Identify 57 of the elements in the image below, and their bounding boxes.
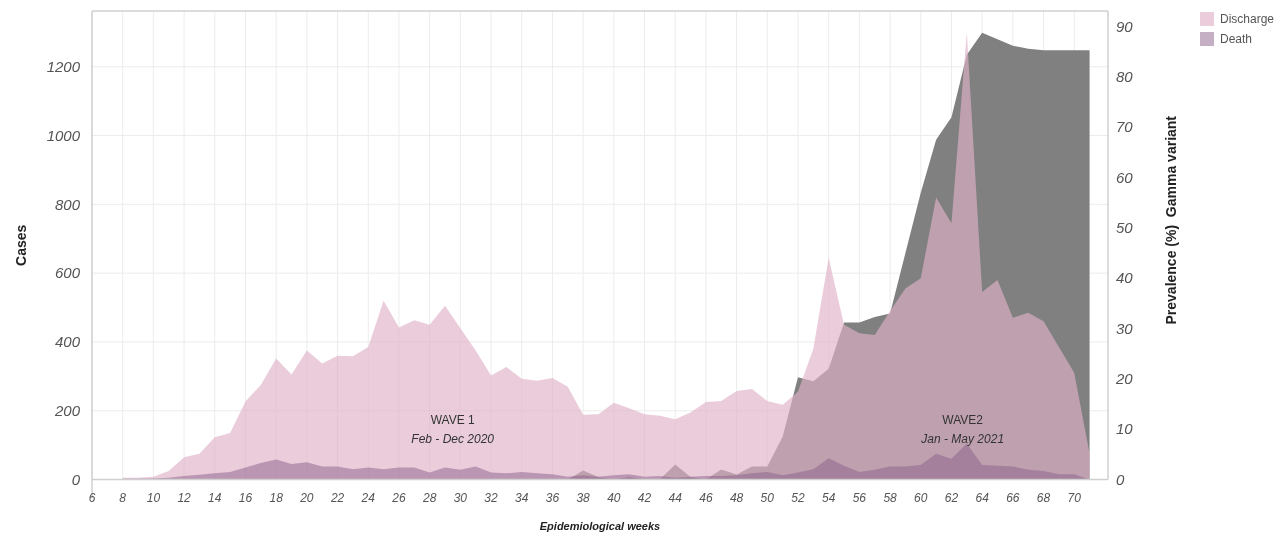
y2-tick-label: 0 — [1116, 470, 1125, 488]
y2-tick-label: 60 — [1116, 168, 1134, 186]
y-tick-label: 400 — [54, 333, 81, 351]
x-tick-label: 20 — [299, 490, 314, 505]
annotation: WAVE 1 Feb - Dec 2020 — [411, 412, 495, 446]
x-tick-label: 56 — [852, 490, 867, 505]
y2-tick-label: 90 — [1116, 17, 1134, 35]
y-tick-label: 1200 — [46, 57, 81, 75]
y2-axis-title: Prevalence (%) Gamma variant — [1163, 115, 1179, 325]
x-tick-label: 38 — [576, 490, 591, 505]
x-tick-label: 34 — [515, 490, 529, 505]
x-tick-label: 58 — [883, 490, 898, 505]
y-tick-label: 600 — [54, 264, 81, 282]
x-tick-label: 12 — [177, 490, 192, 505]
y-axis-title: Cases — [13, 224, 29, 266]
x-tick-label: 36 — [545, 490, 560, 505]
legend-label: Death — [1220, 32, 1253, 47]
x-tick-label: 66 — [1006, 490, 1020, 505]
legend-label: Discharge — [1220, 12, 1275, 27]
y2-tick-label: 80 — [1116, 68, 1134, 86]
x-tick-label: 8 — [119, 490, 127, 505]
y2-tick-label: 40 — [1116, 269, 1134, 287]
x-tick-label: 62 — [944, 490, 959, 505]
x-tick-label: 6 — [88, 490, 96, 505]
y-tick-label: 0 — [71, 470, 81, 488]
y2-tick-label: 20 — [1115, 370, 1134, 388]
y-tick-label: 800 — [54, 195, 81, 213]
x-tick-label: 16 — [238, 490, 253, 505]
x-tick-label: 54 — [822, 490, 836, 505]
x-tick-label: 60 — [914, 490, 928, 505]
annotation: WAVE2 Jan - May 2021 — [920, 412, 1005, 446]
x-axis-title: Epidemiological weeks — [539, 520, 661, 532]
y2-tick-label: 50 — [1116, 219, 1134, 237]
x-tick-label: 42 — [637, 490, 652, 505]
x-tick-label: 26 — [391, 490, 406, 505]
y-tick-label: 1000 — [46, 126, 81, 144]
x-tick-label: 40 — [607, 490, 621, 505]
x-tick-label: 28 — [421, 490, 437, 505]
x-tick-label: 64 — [975, 490, 990, 505]
x-tick-label: 14 — [208, 490, 222, 505]
x-tick-label: 24 — [360, 490, 376, 505]
x-tick-label: 30 — [453, 490, 468, 505]
y2-tick-label: 10 — [1116, 420, 1134, 438]
x-tick-label: 46 — [699, 490, 713, 505]
x-tick-label: 22 — [329, 490, 345, 505]
y2-tick-label: 30 — [1116, 319, 1134, 337]
x-tick-label: 32 — [484, 490, 499, 505]
x-tick-label: 18 — [269, 490, 284, 505]
x-tick-label: 68 — [1036, 490, 1051, 505]
x-tick-label: 44 — [668, 490, 683, 505]
y-tick-label: 200 — [53, 401, 81, 419]
x-tick-label: 10 — [146, 490, 161, 505]
x-tick-label: 70 — [1067, 490, 1082, 505]
x-tick-label: 52 — [791, 490, 805, 505]
y2-tick-label: 70 — [1116, 118, 1134, 136]
x-tick-label: 50 — [760, 490, 775, 505]
x-tick-label: 48 — [729, 490, 744, 505]
